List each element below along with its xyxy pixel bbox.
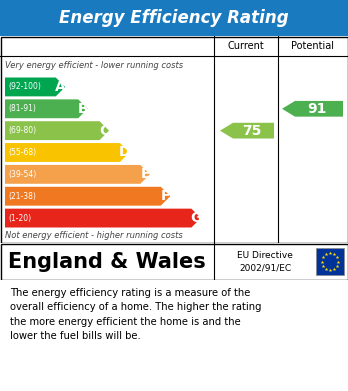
Text: Not energy efficient - higher running costs: Not energy efficient - higher running co… — [5, 231, 183, 240]
Text: England & Wales: England & Wales — [8, 251, 206, 271]
Polygon shape — [5, 143, 129, 162]
Text: A: A — [55, 80, 66, 94]
Text: (81-91): (81-91) — [8, 104, 36, 113]
Text: Energy Efficiency Rating: Energy Efficiency Rating — [59, 9, 289, 27]
Polygon shape — [5, 99, 88, 118]
Polygon shape — [5, 165, 150, 184]
Bar — [316, 248, 344, 275]
Text: 2002/91/EC: 2002/91/EC — [239, 263, 291, 272]
Text: C: C — [99, 124, 110, 138]
Text: E: E — [140, 167, 150, 181]
Polygon shape — [5, 121, 109, 140]
Text: (55-68): (55-68) — [8, 148, 36, 157]
Polygon shape — [5, 77, 65, 96]
Text: (69-80): (69-80) — [8, 126, 36, 135]
Text: Potential: Potential — [292, 41, 334, 51]
Text: (21-38): (21-38) — [8, 192, 36, 201]
Text: EU Directive: EU Directive — [237, 251, 293, 260]
Text: Current: Current — [228, 41, 264, 51]
Text: 91: 91 — [307, 102, 326, 116]
Polygon shape — [5, 209, 201, 228]
Text: (92-100): (92-100) — [8, 83, 41, 91]
Text: F: F — [161, 189, 170, 203]
Polygon shape — [220, 123, 274, 138]
Text: 75: 75 — [242, 124, 261, 138]
Text: The energy efficiency rating is a measure of the
overall efficiency of a home. T: The energy efficiency rating is a measur… — [10, 288, 262, 341]
Text: B: B — [78, 102, 88, 116]
Text: D: D — [119, 145, 130, 160]
Text: (1-20): (1-20) — [8, 213, 31, 222]
Text: (39-54): (39-54) — [8, 170, 36, 179]
Text: G: G — [190, 211, 202, 225]
Polygon shape — [282, 101, 343, 117]
Polygon shape — [5, 187, 170, 206]
Text: Very energy efficient - lower running costs: Very energy efficient - lower running co… — [5, 61, 183, 70]
